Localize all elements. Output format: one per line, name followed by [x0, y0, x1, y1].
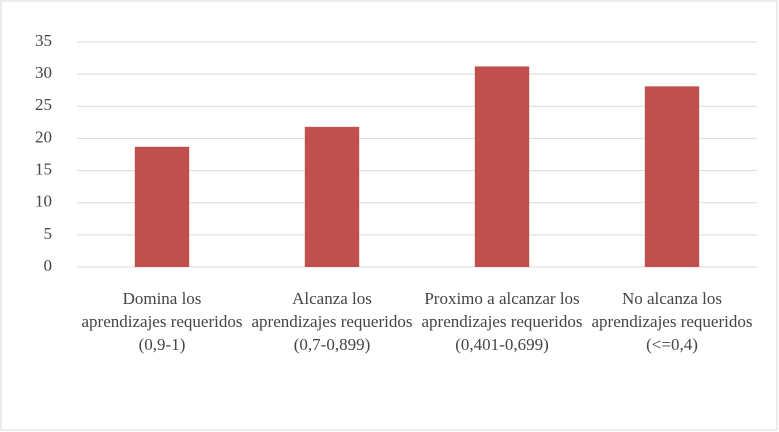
y-tick-label: 30 — [35, 63, 52, 82]
y-tick-label: 15 — [35, 159, 52, 178]
y-tick-label: 0 — [44, 256, 53, 275]
bar — [304, 126, 360, 267]
x-tick-label: Domina los aprendizajes requeridos (0,9-… — [81, 289, 243, 354]
y-tick-label: 5 — [44, 224, 53, 243]
x-tick-label: Alcanza los aprendizajes requeridos (0,7… — [251, 289, 413, 354]
bar — [644, 86, 700, 267]
bar — [134, 146, 190, 267]
y-tick-label: 20 — [35, 127, 52, 146]
y-tick-label: 10 — [35, 192, 52, 211]
x-tick-label: Proximo a alcanzar los aprendizajes requ… — [421, 289, 583, 354]
y-tick-label: 25 — [35, 95, 52, 114]
bar — [474, 66, 530, 267]
x-tick-label: No alcanza los aprendizajes requeridos (… — [591, 289, 753, 354]
y-tick-label: 35 — [35, 31, 52, 50]
